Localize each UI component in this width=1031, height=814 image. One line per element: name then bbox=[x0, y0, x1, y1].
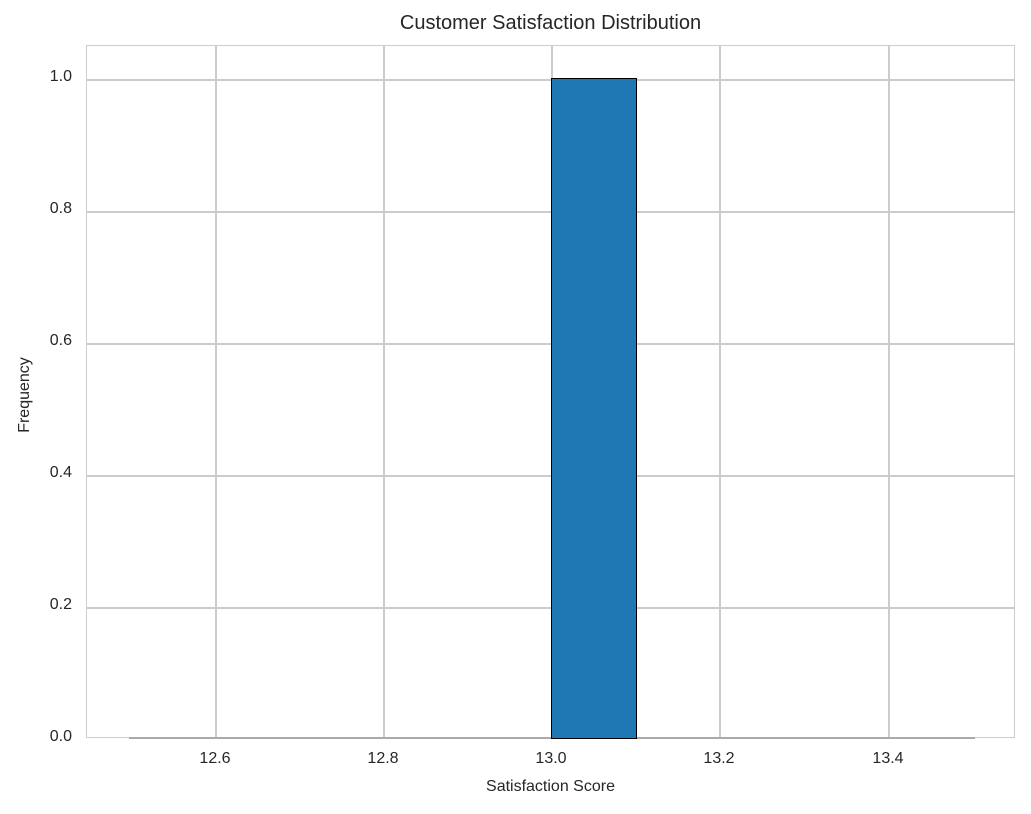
x-tick: 12.6 bbox=[199, 750, 231, 767]
y-tick: 0.2 bbox=[49, 596, 72, 613]
y-tick: 0.6 bbox=[49, 332, 72, 349]
grid-line bbox=[87, 79, 1014, 81]
y-axis-label: Frequency bbox=[16, 357, 33, 433]
y-tick: 0.8 bbox=[49, 200, 72, 217]
grid-line bbox=[215, 46, 217, 737]
histogram-bar bbox=[551, 78, 637, 739]
grid-line bbox=[87, 343, 1014, 345]
chart-title: Customer Satisfaction Distribution bbox=[399, 12, 702, 34]
x-axis-label: Satisfaction Score bbox=[486, 778, 615, 795]
x-tick: 13.2 bbox=[703, 750, 735, 767]
y-tick: 0.4 bbox=[49, 464, 72, 481]
grid-line bbox=[719, 46, 721, 737]
y-tick: 0.0 bbox=[49, 728, 72, 745]
grid-line bbox=[87, 211, 1014, 213]
grid-line bbox=[87, 475, 1014, 477]
x-tick: 13.0 bbox=[535, 750, 567, 767]
grid-line bbox=[383, 46, 385, 737]
grid-line bbox=[888, 46, 890, 737]
x-tick: 12.8 bbox=[367, 750, 399, 767]
y-tick: 1.0 bbox=[49, 68, 72, 85]
grid-line bbox=[87, 607, 1014, 609]
x-tick: 13.4 bbox=[872, 750, 904, 767]
plot-area bbox=[86, 45, 1015, 739]
